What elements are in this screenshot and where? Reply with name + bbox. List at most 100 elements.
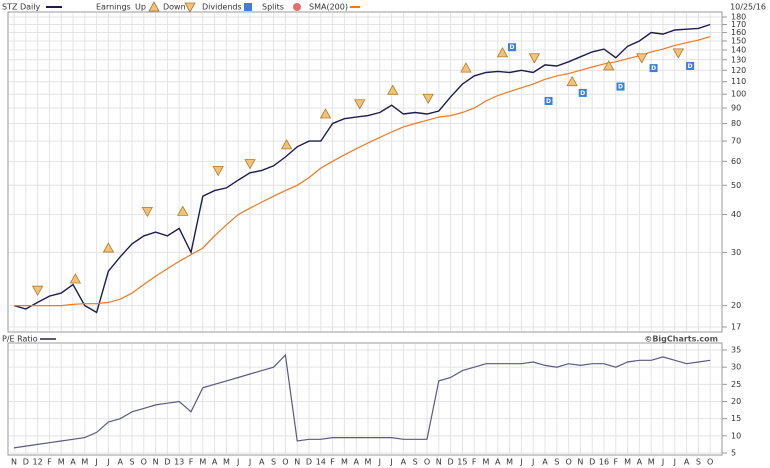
x-tick-label: F xyxy=(189,458,194,467)
x-tick-label: J xyxy=(236,458,239,467)
x-tick-label: S xyxy=(271,458,276,467)
earnings-down-marker xyxy=(636,53,648,64)
x-tick-label: J xyxy=(673,458,676,467)
x-tick-label: J xyxy=(531,458,534,467)
earnings-down-marker xyxy=(528,53,541,64)
x-tick-label: N xyxy=(294,458,300,467)
x-tick-label: 15 xyxy=(457,458,467,467)
earnings-up-marker xyxy=(387,84,399,95)
dividend-symbol: D xyxy=(618,84,623,91)
x-tick-label: A xyxy=(637,458,643,467)
dividend-marker xyxy=(544,96,553,105)
y-tick-label: 30 xyxy=(731,363,741,372)
y-tick-label: 120 xyxy=(731,66,746,75)
y-tick-label: 17 xyxy=(731,323,741,332)
y-tick-label: 160 xyxy=(731,28,746,37)
earnings-up-marker xyxy=(496,47,509,58)
legend-label: Up xyxy=(135,3,146,12)
x-tick-label: D xyxy=(589,458,595,467)
x-tick-label: M xyxy=(341,458,348,467)
dividend-marker xyxy=(616,82,625,91)
y-tick-label: 60 xyxy=(731,157,741,166)
x-tick-label: A xyxy=(495,458,501,467)
x-tick-label: A xyxy=(401,458,407,467)
dividend-marker xyxy=(507,43,516,52)
y-tick-label: 170 xyxy=(731,20,746,29)
y-tick-label: 10 xyxy=(731,431,741,440)
dividend-symbol: D xyxy=(688,63,693,70)
x-tick-label: M xyxy=(58,458,65,467)
earnings-down-marker xyxy=(141,206,154,218)
legend-label: Dividends xyxy=(202,3,242,12)
earnings-down-marker xyxy=(212,165,224,177)
x-tick-label: M xyxy=(199,458,206,467)
earnings-up-marker xyxy=(566,75,578,87)
x-tick-label: 12 xyxy=(33,458,43,467)
y-tick-label: 40 xyxy=(731,210,741,219)
y-tick-label: 25 xyxy=(731,380,741,389)
series-line xyxy=(13,23,711,314)
dividend-marker xyxy=(578,88,587,97)
x-tick-label: 14 xyxy=(316,458,326,467)
x-tick-label: A xyxy=(117,458,123,467)
x-tick-label: J xyxy=(106,458,109,467)
x-tick-label: J xyxy=(519,458,522,467)
legend-swatch xyxy=(148,1,160,12)
x-tick-label: O xyxy=(565,458,571,467)
legend-label: Down xyxy=(163,3,186,12)
x-tick-label: N xyxy=(153,458,159,467)
y-tick-label: 180 xyxy=(731,13,746,22)
y-tick-label: 80 xyxy=(731,119,741,128)
y-tick-label: 110 xyxy=(731,77,746,86)
x-tick-label: F xyxy=(47,458,52,467)
x-tick-label: J xyxy=(94,458,97,467)
price-panel xyxy=(7,11,723,333)
x-tick-label: 13 xyxy=(174,458,184,467)
x-tick-label: S xyxy=(554,458,559,467)
earnings-up-marker xyxy=(319,108,332,119)
legend-label: P/E Ratio xyxy=(2,335,38,344)
y-tick-label: 150 xyxy=(731,36,746,45)
legend-label: Earnings xyxy=(96,3,131,12)
x-tick-label: D xyxy=(164,458,170,467)
earnings-up-marker xyxy=(177,205,189,216)
dividend-symbol: D xyxy=(580,90,585,97)
x-tick-label: J xyxy=(248,458,251,467)
x-tick-label: O xyxy=(282,458,288,467)
earnings-down-marker xyxy=(31,285,44,297)
x-tick-label: 16 xyxy=(599,458,609,467)
x-tick-label: D xyxy=(448,458,454,467)
y-tick-label: 140 xyxy=(731,46,746,55)
date-label: 10/25/16 xyxy=(730,3,766,12)
earnings-down-marker xyxy=(244,159,256,170)
x-tick-label: M xyxy=(223,458,230,467)
dividend-marker xyxy=(649,64,658,73)
x-tick-label: S xyxy=(413,458,418,467)
x-tick-label: A xyxy=(212,458,218,467)
legend-swatch xyxy=(293,3,301,11)
earnings-down-marker xyxy=(422,93,434,105)
legend-label: SMA(200) xyxy=(309,3,348,12)
x-tick-label: A xyxy=(542,458,548,467)
x-tick-label: O xyxy=(424,458,430,467)
y-tick-label: 50 xyxy=(731,181,741,190)
x-tick-label: A xyxy=(70,458,76,467)
legend-swatch xyxy=(244,3,252,11)
dividend-symbol: D xyxy=(651,65,656,72)
x-tick-label: N xyxy=(436,458,442,467)
y-tick-label: 20 xyxy=(731,397,741,406)
y-tick-label: 130 xyxy=(731,55,746,64)
x-tick-label: M xyxy=(483,458,490,467)
y-tick-label: 30 xyxy=(731,248,741,257)
x-tick-label: M xyxy=(624,458,631,467)
earnings-down-marker xyxy=(672,48,685,59)
earnings-up-marker xyxy=(603,60,615,71)
x-tick-label: J xyxy=(661,458,664,467)
x-tick-label: J xyxy=(378,458,381,467)
earnings-down-marker xyxy=(354,99,366,110)
y-tick-label: 35 xyxy=(731,346,741,355)
y-tick-label: 90 xyxy=(731,104,741,113)
x-tick-label: M xyxy=(81,458,88,467)
x-tick-label: M xyxy=(648,458,655,467)
x-tick-label: D xyxy=(306,458,312,467)
